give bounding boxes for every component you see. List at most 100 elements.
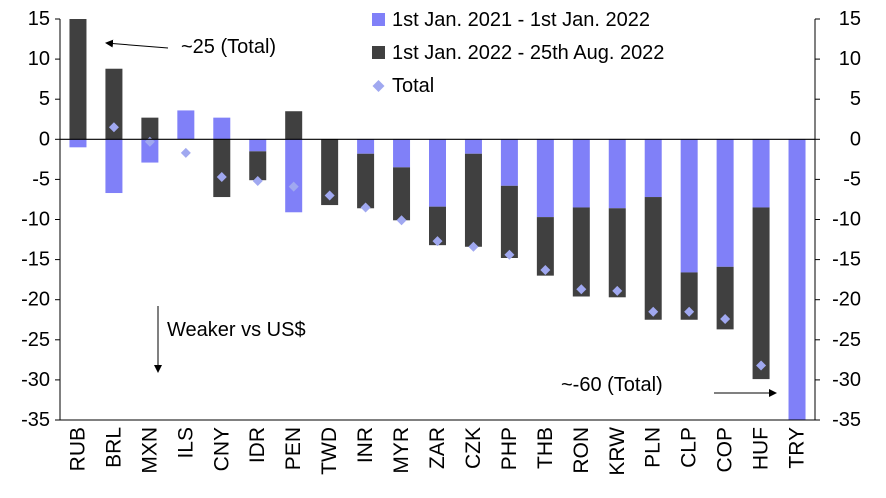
x-tick-label: PLN — [642, 427, 665, 468]
x-tick-label: CNY — [210, 427, 233, 471]
y-tick-label-left: 10 — [28, 48, 50, 70]
legend-label-2021: 1st Jan. 2021 - 1st Jan. 2022 — [392, 9, 650, 31]
y-tick-label-left: -30 — [21, 369, 50, 391]
total-marker-inr — [360, 202, 371, 213]
bar-2021-zar — [429, 139, 446, 207]
legend-label-total: Total — [392, 75, 434, 97]
y-tick-label-left: -25 — [21, 329, 50, 351]
bar-2022-idr — [249, 151, 267, 181]
bar-2021-huf — [752, 139, 770, 208]
bar-2022-clp — [680, 272, 698, 320]
y-tick-label-left: 5 — [39, 88, 50, 110]
total-marker-twd — [324, 190, 335, 201]
total-marker-cny — [216, 171, 227, 182]
bar-2021-mxn — [141, 139, 159, 163]
total-marker-pen — [288, 181, 299, 192]
bar-2021-brl — [105, 139, 123, 194]
bar-2021-cny — [213, 117, 231, 140]
legend-label-2022: 1st Jan. 2022 - 25th Aug. 2022 — [392, 42, 664, 64]
y-tick-label-right: -35 — [832, 409, 861, 431]
bar-2021-inr — [357, 139, 375, 154]
y-tick-label-left: -15 — [21, 249, 50, 271]
total-marker-ron — [576, 284, 587, 295]
x-tick-label: RUB — [66, 427, 89, 471]
x-tick-label: INR — [354, 427, 377, 463]
x-tick-label: MXN — [138, 427, 161, 474]
bar-2021-try — [788, 139, 806, 421]
total-marker-brl — [108, 122, 119, 133]
total-marker-czk — [468, 241, 479, 252]
total-marker-pln — [648, 306, 659, 317]
y-tick-label-right: 15 — [839, 8, 861, 30]
x-tick-label: MYR — [390, 427, 413, 474]
total-marker-zar — [432, 236, 443, 247]
bar-2022-cny — [213, 139, 231, 198]
bar-2022-huf — [752, 207, 770, 380]
y-tick-label-left: -35 — [21, 409, 50, 431]
x-tick-label: RON — [570, 427, 593, 474]
bars-group — [69, 19, 806, 421]
x-tick-label: IDR — [246, 427, 269, 463]
bar-2022-pen — [285, 111, 303, 140]
y-tick-label-right: -10 — [832, 209, 861, 231]
bar-2022-ron — [572, 207, 590, 297]
x-tick-label: PHP — [498, 427, 521, 470]
y-tick-label-right: -20 — [832, 289, 861, 311]
x-tick-label: KRW — [606, 427, 629, 476]
total-marker-ils — [180, 147, 191, 158]
x-tick-label: PEN — [282, 427, 305, 470]
rub-total-annotation: ~25 (Total) — [181, 36, 276, 58]
bar-2021-idr — [249, 139, 267, 152]
y-tick-label-right: -15 — [832, 249, 861, 271]
bar-2021-ils — [177, 110, 195, 140]
y-tick-label-right: -5 — [843, 168, 861, 190]
bar-2021-krw — [608, 139, 626, 209]
total-marker-cop — [720, 313, 731, 324]
total-marker-huf — [756, 360, 767, 371]
x-tick-label: ZAR — [426, 427, 449, 469]
try-total-annotation: ~-60 (Total) — [561, 374, 663, 396]
bar-2021-clp — [680, 139, 698, 273]
x-tick-label: CLP — [678, 427, 701, 468]
x-tick-label: ILS — [174, 427, 197, 459]
bar-2022-myr — [393, 167, 411, 221]
bar-2022-brl — [105, 68, 123, 140]
bar-2021-pen — [285, 139, 303, 213]
legend-swatch-2021 — [372, 13, 385, 26]
axes-group: RUB BRL MXN ILS CNY IDR PEN TWD INR MYR ZAR CZK PHP T… — [21, 8, 861, 476]
y-tick-label-right: 10 — [839, 48, 861, 70]
y-tick-label-right: -30 — [832, 369, 861, 391]
bar-2021-rub — [69, 139, 87, 148]
bar-2022-mxn — [141, 117, 159, 140]
bar-2022-cop — [716, 266, 734, 330]
bar-2021-ron — [572, 139, 590, 208]
bar-2022-thb — [536, 217, 554, 276]
bar-2021-cop — [716, 139, 734, 267]
legend-swatch-total — [372, 80, 385, 92]
y-tick-label-right: 5 — [850, 88, 861, 110]
bar-2022-krw — [608, 208, 626, 298]
x-tick-label: BRL — [102, 427, 125, 468]
annotations: ~25 (Total) Weaker vs US$ ~-60 (Total) — [105, 36, 777, 397]
y-tick-label-right: 0 — [850, 128, 861, 150]
y-tick-label-right: -25 — [832, 329, 861, 351]
legend-swatch-2022 — [372, 46, 385, 59]
bar-2021-php — [500, 139, 518, 186]
bar-2022-php — [500, 185, 518, 258]
total-marker-thb — [540, 265, 551, 276]
x-tick-label: HUF — [750, 427, 773, 470]
y-tick-label-left: -10 — [21, 209, 50, 231]
x-tick-label: TWD — [318, 427, 341, 475]
bar-2021-pln — [644, 139, 662, 198]
y-tick-label-left: 0 — [39, 128, 50, 150]
bar-2022-zar — [429, 206, 446, 246]
rub-annotation-arrow — [105, 39, 169, 49]
bar-2021-czk — [464, 139, 482, 154]
bar-2021-thb — [536, 139, 554, 218]
x-tick-label: TRY — [786, 427, 809, 469]
total-marker-idr — [252, 176, 263, 187]
legend: 1st Jan. 2021 - 1st Jan. 2022 1st Jan. 2… — [372, 9, 664, 97]
bar-2022-czk — [464, 153, 482, 247]
x-tick-label: COP — [714, 427, 737, 473]
bar-2022-twd — [321, 139, 339, 206]
